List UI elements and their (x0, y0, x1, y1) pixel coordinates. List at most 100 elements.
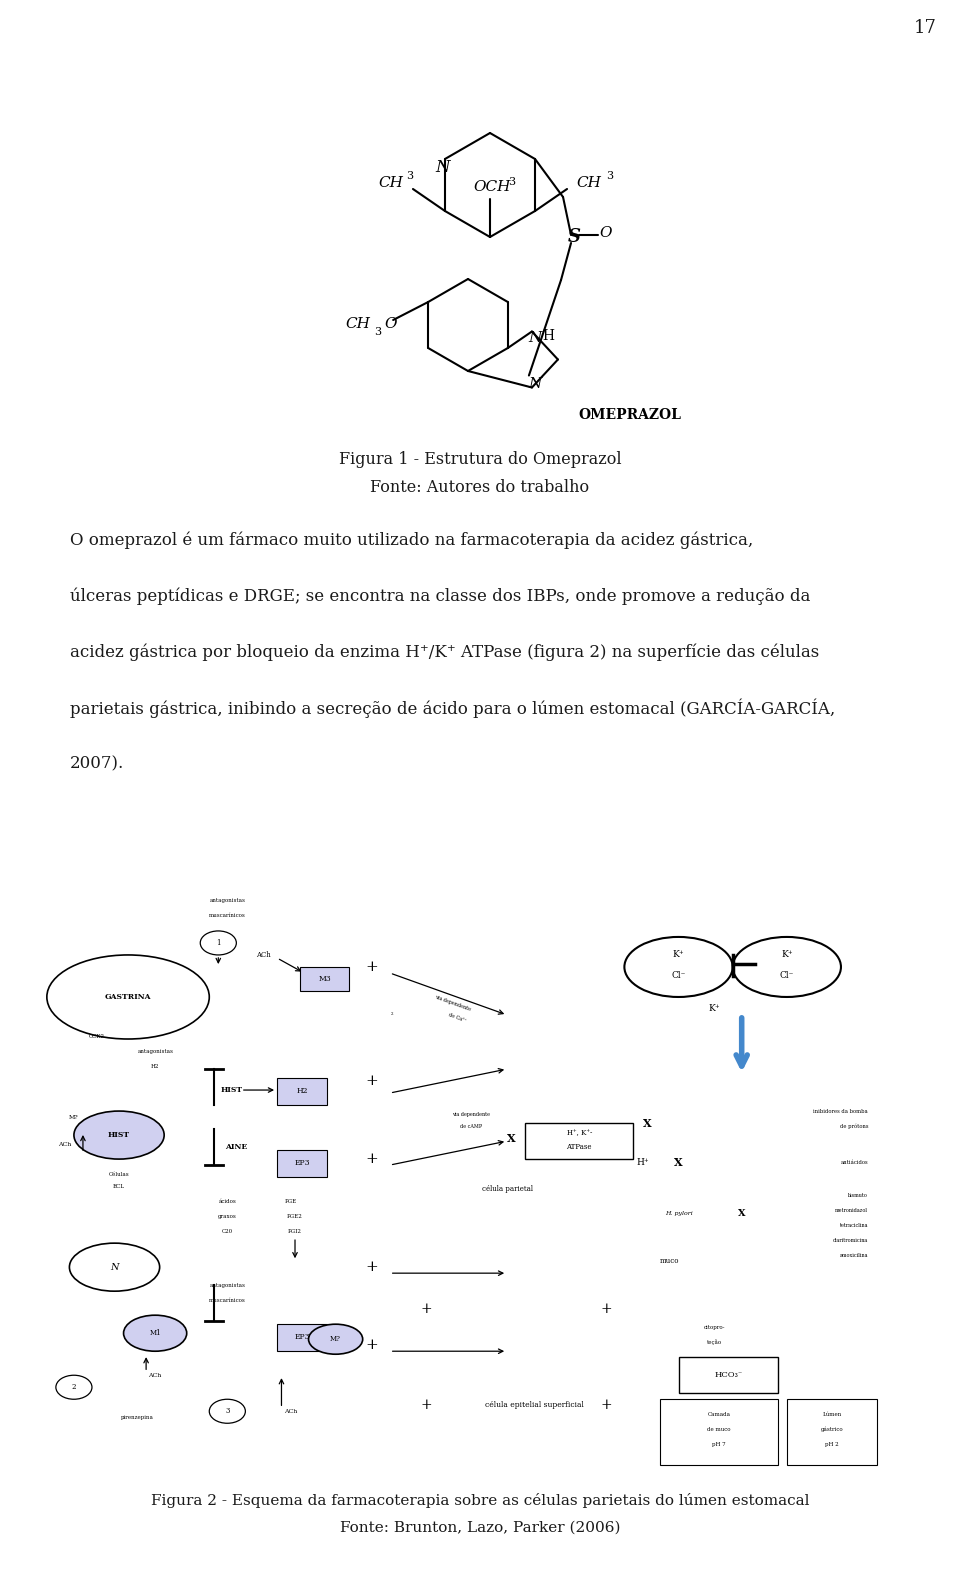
Text: HCO₃⁻: HCO₃⁻ (714, 1371, 742, 1379)
Text: AINE: AINE (226, 1142, 248, 1152)
Text: ácidos: ácidos (219, 1199, 236, 1204)
Text: 17: 17 (914, 19, 936, 36)
Text: parietais gástrica, inibindo a secreção de ácido para o lúmen estomacal (GARCÍA-: parietais gástrica, inibindo a secreção … (70, 698, 835, 717)
Text: +: + (601, 1398, 612, 1413)
Bar (300, 967, 349, 991)
Text: Figura 1 - Estrutura do Omeprazol: Figura 1 - Estrutura do Omeprazol (339, 452, 621, 469)
Bar (276, 1150, 326, 1177)
Text: OCH: OCH (473, 180, 511, 194)
Text: X: X (642, 1117, 651, 1128)
Text: 2: 2 (391, 1013, 394, 1016)
Text: H⁺, K⁺-: H⁺, K⁺- (566, 1128, 592, 1136)
Text: célula parietal: célula parietal (482, 1185, 533, 1193)
Ellipse shape (74, 1111, 164, 1160)
Text: 3: 3 (406, 171, 414, 182)
Text: +: + (366, 1074, 378, 1089)
Text: citopro-: citopro- (704, 1324, 726, 1330)
Text: PGE: PGE (284, 1199, 297, 1204)
Bar (276, 1078, 326, 1104)
Ellipse shape (308, 1324, 363, 1354)
Text: 3: 3 (509, 177, 516, 186)
Text: Cl⁻: Cl⁻ (671, 972, 685, 981)
Text: ACh: ACh (149, 1373, 162, 1378)
Text: muscarínicos: muscarínicos (209, 1297, 246, 1302)
Text: 3: 3 (374, 327, 382, 337)
Text: M?: M? (330, 1335, 341, 1343)
Text: C20: C20 (222, 1229, 233, 1234)
Text: ACh: ACh (256, 951, 271, 959)
Text: O omeprazol é um fármaco muito utilizado na farmacoterapia da acidez gástrica,: O omeprazol é um fármaco muito utilizado… (70, 531, 754, 548)
Text: H: H (541, 329, 554, 343)
Ellipse shape (732, 937, 841, 997)
Text: 3: 3 (607, 171, 613, 182)
Text: X: X (507, 1133, 516, 1144)
Text: S: S (567, 228, 581, 246)
Bar (525, 1123, 634, 1160)
Text: CCK2: CCK2 (88, 1033, 105, 1038)
Text: O: O (384, 318, 396, 330)
Ellipse shape (69, 1243, 159, 1291)
Text: +: + (366, 961, 378, 973)
Text: H. pylori: H. pylori (664, 1210, 692, 1215)
Text: muscarínicos: muscarínicos (209, 913, 246, 918)
Text: +: + (601, 1302, 612, 1316)
Text: antiácidos: antiácidos (840, 1160, 868, 1164)
Text: Figura 2 - Esquema da farmacoterapia sobre as células parietais do lúmen estomac: Figura 2 - Esquema da farmacoterapia sob… (151, 1493, 809, 1507)
Text: O: O (600, 226, 612, 240)
Text: K⁺: K⁺ (708, 1005, 720, 1013)
Text: de muco: de muco (708, 1427, 731, 1431)
Text: H2: H2 (151, 1063, 159, 1068)
Text: Células: Células (108, 1172, 130, 1177)
Text: antagonistas: antagonistas (209, 899, 245, 904)
Text: Camada: Camada (708, 1413, 731, 1417)
Text: +: + (366, 1261, 378, 1273)
Text: 3: 3 (226, 1408, 229, 1416)
Text: tetraciclina: tetraciclina (840, 1223, 868, 1228)
Text: H2: H2 (297, 1087, 308, 1095)
Text: via dependente: via dependente (452, 1112, 490, 1117)
Text: ACh: ACh (59, 1142, 72, 1147)
Text: teção: teção (708, 1340, 722, 1345)
Text: N: N (528, 376, 541, 390)
Text: X: X (738, 1209, 746, 1218)
Text: célula epitelial superficial: célula epitelial superficial (485, 1401, 584, 1409)
Ellipse shape (201, 931, 236, 954)
Text: inibidores da bomba: inibidores da bomba (813, 1109, 868, 1114)
Text: bismuto: bismuto (848, 1193, 868, 1198)
Text: graxos: graxos (218, 1213, 237, 1218)
Text: 1: 1 (216, 939, 221, 946)
Bar (276, 1324, 326, 1351)
Bar (787, 1400, 877, 1465)
Text: úlceras peptídicas e DRGE; se encontra na classe dos IBPs, onde promove a reduçã: úlceras peptídicas e DRGE; se encontra n… (70, 588, 810, 605)
Text: K⁺: K⁺ (781, 951, 793, 959)
Text: HIST: HIST (221, 1085, 243, 1093)
Text: Fonte: Autores do trabalho: Fonte: Autores do trabalho (371, 479, 589, 496)
Text: +: + (366, 1338, 378, 1352)
Text: X: X (674, 1157, 683, 1168)
Text: muco: muco (660, 1258, 680, 1266)
Text: M1: M1 (150, 1329, 161, 1337)
Text: GASTRINA: GASTRINA (105, 992, 152, 1002)
Text: Cl⁻: Cl⁻ (780, 972, 794, 981)
Ellipse shape (47, 954, 209, 1040)
Text: M3: M3 (319, 975, 331, 983)
Text: 2007).: 2007). (70, 755, 124, 773)
Ellipse shape (56, 1375, 92, 1400)
Text: pH 2: pH 2 (826, 1443, 839, 1447)
Text: pH 7: pH 7 (712, 1443, 726, 1447)
Text: Fonte: Brunton, Lazo, Parker (2006): Fonte: Brunton, Lazo, Parker (2006) (340, 1522, 620, 1536)
Text: CH: CH (378, 175, 403, 190)
Text: antagonistas: antagonistas (209, 1283, 245, 1288)
Text: H⁺: H⁺ (636, 1158, 649, 1166)
Text: de prótons: de prótons (840, 1123, 868, 1128)
Text: acidez gástrica por bloqueio da enzima H⁺/K⁺ ATPase (figura 2) na superfície das: acidez gástrica por bloqueio da enzima H… (70, 643, 819, 660)
Text: claritromicina: claritromicina (832, 1237, 868, 1242)
Text: +: + (366, 1152, 378, 1166)
Text: gástrico: gástrico (821, 1427, 843, 1431)
Text: via dependente: via dependente (434, 994, 471, 1011)
Text: +: + (420, 1302, 432, 1316)
Text: M?: M? (69, 1114, 79, 1120)
Text: OMEPRAZOL: OMEPRAZOL (579, 408, 682, 422)
Bar (679, 1357, 778, 1394)
Text: PGI2: PGI2 (288, 1229, 302, 1234)
